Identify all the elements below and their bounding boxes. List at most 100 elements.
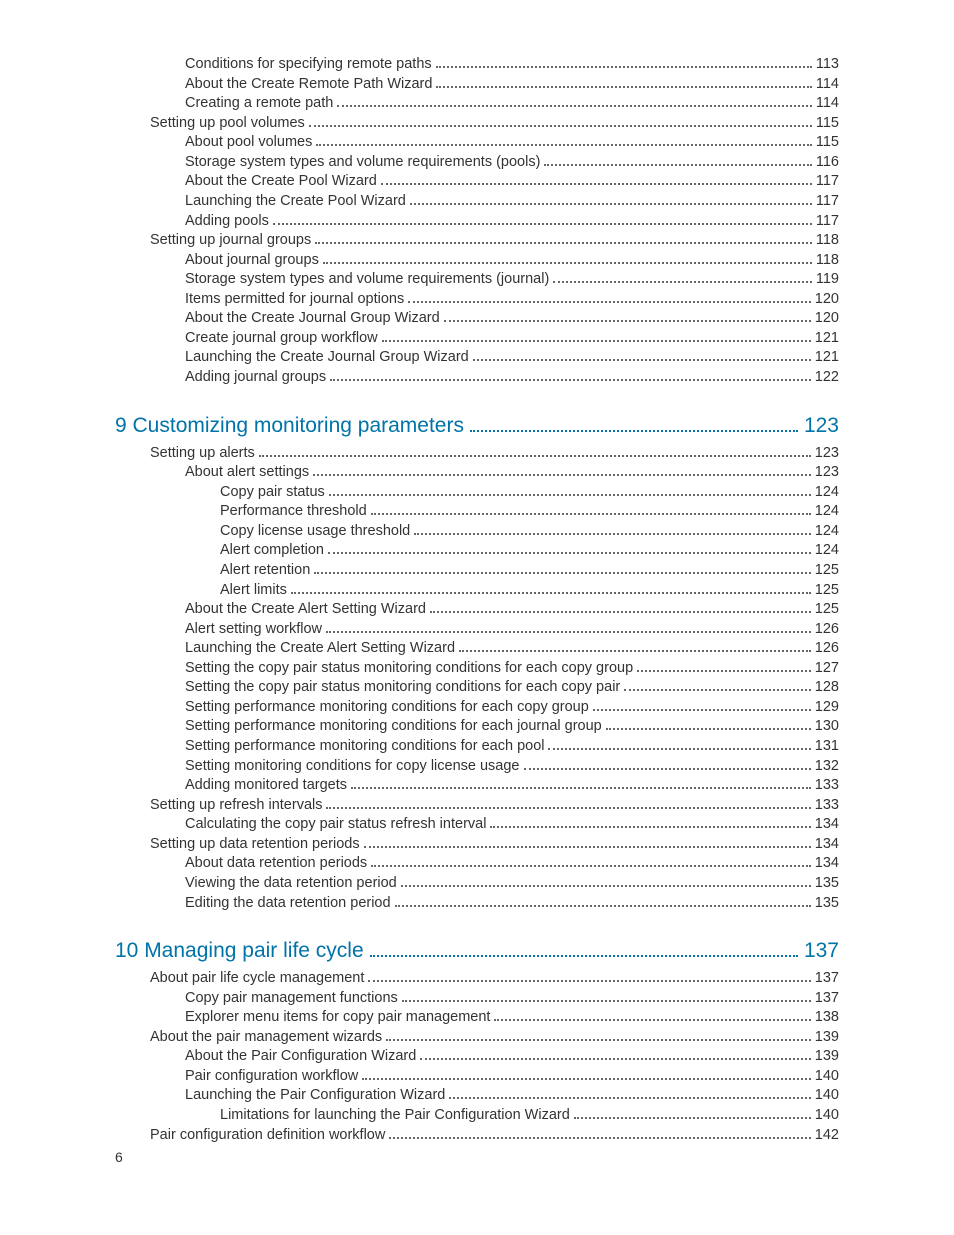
toc-entry[interactable]: About pair life cycle management 137 bbox=[115, 969, 839, 989]
toc-entry[interactable]: Launching the Pair Configuration Wizard … bbox=[115, 1086, 839, 1106]
toc-leader-dots bbox=[371, 865, 811, 867]
toc-entry[interactable]: Launching the Create Alert Setting Wizar… bbox=[115, 639, 839, 659]
toc-entry[interactable]: About the Create Remote Path Wizard 114 bbox=[115, 75, 839, 95]
toc-leader-dots bbox=[382, 340, 811, 342]
toc-entry[interactable]: Copy license usage threshold 124 bbox=[115, 522, 839, 542]
toc-entry[interactable]: Setting up alerts 123 bbox=[115, 444, 839, 464]
toc-page-number: 137 bbox=[815, 969, 839, 989]
toc-label: About the Pair Configuration Wizard bbox=[185, 1047, 416, 1067]
toc-entry[interactable]: Create journal group workflow 121 bbox=[115, 329, 839, 349]
toc-page-number: 131 bbox=[815, 737, 839, 757]
toc-leader-dots bbox=[402, 1000, 811, 1002]
toc-entry[interactable]: Storage system types and volume requirem… bbox=[115, 270, 839, 290]
toc-leader-dots bbox=[410, 203, 812, 205]
toc-page: Conditions for specifying remote paths 1… bbox=[0, 0, 954, 1235]
toc-leader-dots bbox=[637, 670, 811, 672]
toc-entry[interactable]: Setting performance monitoring condition… bbox=[115, 737, 839, 757]
toc-entry[interactable]: Setting monitoring conditions for copy l… bbox=[115, 757, 839, 777]
toc-entry[interactable]: Setting the copy pair status monitoring … bbox=[115, 659, 839, 679]
toc-entry[interactable]: About the Create Pool Wizard 117 bbox=[115, 172, 839, 192]
toc-label: Creating a remote path bbox=[185, 94, 333, 114]
toc-page-number: 117 bbox=[816, 172, 839, 192]
toc-entry[interactable]: Performance threshold 124 bbox=[115, 502, 839, 522]
toc-entry[interactable]: Editing the data retention period 135 bbox=[115, 894, 839, 914]
toc-label: About alert settings bbox=[185, 463, 309, 483]
toc-entry[interactable]: Viewing the data retention period 135 bbox=[115, 874, 839, 894]
toc-entry[interactable]: Explorer menu items for copy pair manage… bbox=[115, 1008, 839, 1028]
toc-label: Setting performance monitoring condition… bbox=[185, 717, 602, 737]
toc-page-number: 121 bbox=[815, 348, 839, 368]
toc-leader-dots bbox=[449, 1097, 810, 1099]
toc-entry[interactable]: Setting performance monitoring condition… bbox=[115, 698, 839, 718]
toc-page-number: 137 bbox=[804, 939, 839, 963]
toc-entry[interactable]: Calculating the copy pair status refresh… bbox=[115, 815, 839, 835]
toc-entry[interactable]: Launching the Create Journal Group Wizar… bbox=[115, 348, 839, 368]
toc-page-number: 123 bbox=[815, 463, 839, 483]
toc-leader-dots bbox=[490, 826, 810, 828]
toc-label: Viewing the data retention period bbox=[185, 874, 397, 894]
toc-entry[interactable]: Setting up pool volumes 115 bbox=[115, 114, 839, 134]
toc-chapter[interactable]: 9 Customizing monitoring parameters 123 bbox=[115, 414, 839, 438]
toc-leader-dots bbox=[420, 1058, 810, 1060]
toc-page-number: 133 bbox=[815, 796, 839, 816]
toc-page-number: 129 bbox=[815, 698, 839, 718]
toc-entry[interactable]: About alert settings 123 bbox=[115, 463, 839, 483]
toc-entry[interactable]: Alert retention 125 bbox=[115, 561, 839, 581]
toc-leader-dots bbox=[273, 223, 812, 225]
toc-entry[interactable]: Setting up journal groups 118 bbox=[115, 231, 839, 251]
toc-page-number: 132 bbox=[815, 757, 839, 777]
toc-entry[interactable]: Alert limits 125 bbox=[115, 581, 839, 601]
toc-entry[interactable]: Copy pair status 124 bbox=[115, 483, 839, 503]
toc-leader-dots bbox=[593, 709, 811, 711]
toc-leader-dots bbox=[524, 768, 811, 770]
toc-page-number: 114 bbox=[816, 94, 839, 114]
toc-entry[interactable]: Setting the copy pair status monitoring … bbox=[115, 678, 839, 698]
toc-entry[interactable]: Alert setting workflow 126 bbox=[115, 620, 839, 640]
toc-leader-dots bbox=[386, 1039, 811, 1041]
toc-entry[interactable]: About data retention periods 134 bbox=[115, 854, 839, 874]
toc-leader-dots bbox=[470, 430, 798, 432]
toc-label: Setting up alerts bbox=[150, 444, 255, 464]
toc-entry[interactable]: Pair configuration definition workflow 1… bbox=[115, 1126, 839, 1146]
toc-leader-dots bbox=[328, 552, 811, 554]
toc-label: Launching the Pair Configuration Wizard bbox=[185, 1086, 445, 1106]
toc-entry[interactable]: Setting up refresh intervals 133 bbox=[115, 796, 839, 816]
toc-page-number: 126 bbox=[815, 639, 839, 659]
toc-label: Items permitted for journal options bbox=[185, 290, 404, 310]
toc-entry[interactable]: About pool volumes 115 bbox=[115, 133, 839, 153]
toc-label: 9 Customizing monitoring parameters bbox=[115, 414, 464, 438]
toc-entry[interactable]: Adding monitored targets 133 bbox=[115, 776, 839, 796]
toc-chapter[interactable]: 10 Managing pair life cycle 137 bbox=[115, 939, 839, 963]
toc-entry[interactable]: Launching the Create Pool Wizard 117 bbox=[115, 192, 839, 212]
toc-entry[interactable]: Setting up data retention periods 134 bbox=[115, 835, 839, 855]
toc-entry[interactable]: Limitations for launching the Pair Confi… bbox=[115, 1106, 839, 1126]
toc-label: About journal groups bbox=[185, 251, 319, 271]
toc-entry[interactable]: About journal groups 118 bbox=[115, 251, 839, 271]
toc-page-number: 139 bbox=[815, 1028, 839, 1048]
toc-entry[interactable]: Alert completion 124 bbox=[115, 541, 839, 561]
toc-entry[interactable]: About the Pair Configuration Wizard 139 bbox=[115, 1047, 839, 1067]
toc-label: About pool volumes bbox=[185, 133, 312, 153]
toc-label: Setting monitoring conditions for copy l… bbox=[185, 757, 520, 777]
toc-entry[interactable]: Setting performance monitoring condition… bbox=[115, 717, 839, 737]
toc-page-number: 135 bbox=[815, 894, 839, 914]
toc-label: Conditions for specifying remote paths bbox=[185, 55, 432, 75]
toc-leader-dots bbox=[494, 1019, 810, 1021]
toc-entry[interactable]: About the pair management wizards 139 bbox=[115, 1028, 839, 1048]
toc-page-number: 124 bbox=[815, 541, 839, 561]
toc-entry[interactable]: Adding pools 117 bbox=[115, 212, 839, 232]
toc-leader-dots bbox=[548, 748, 810, 750]
toc-entry[interactable]: Pair configuration workflow 140 bbox=[115, 1067, 839, 1087]
toc-entry[interactable]: About the Create Journal Group Wizard 12… bbox=[115, 309, 839, 329]
toc-entry[interactable]: Copy pair management functions 137 bbox=[115, 989, 839, 1009]
toc-entry[interactable]: Adding journal groups 122 bbox=[115, 368, 839, 388]
toc-leader-dots bbox=[436, 86, 811, 88]
toc-page-number: 122 bbox=[815, 368, 839, 388]
toc-label: Alert retention bbox=[220, 561, 310, 581]
toc-entry[interactable]: Storage system types and volume requirem… bbox=[115, 153, 839, 173]
toc-entry[interactable]: About the Create Alert Setting Wizard 12… bbox=[115, 600, 839, 620]
toc-entry[interactable]: Conditions for specifying remote paths 1… bbox=[115, 55, 839, 75]
toc-leader-dots bbox=[430, 611, 811, 613]
toc-entry[interactable]: Items permitted for journal options 120 bbox=[115, 290, 839, 310]
toc-entry[interactable]: Creating a remote path 114 bbox=[115, 94, 839, 114]
